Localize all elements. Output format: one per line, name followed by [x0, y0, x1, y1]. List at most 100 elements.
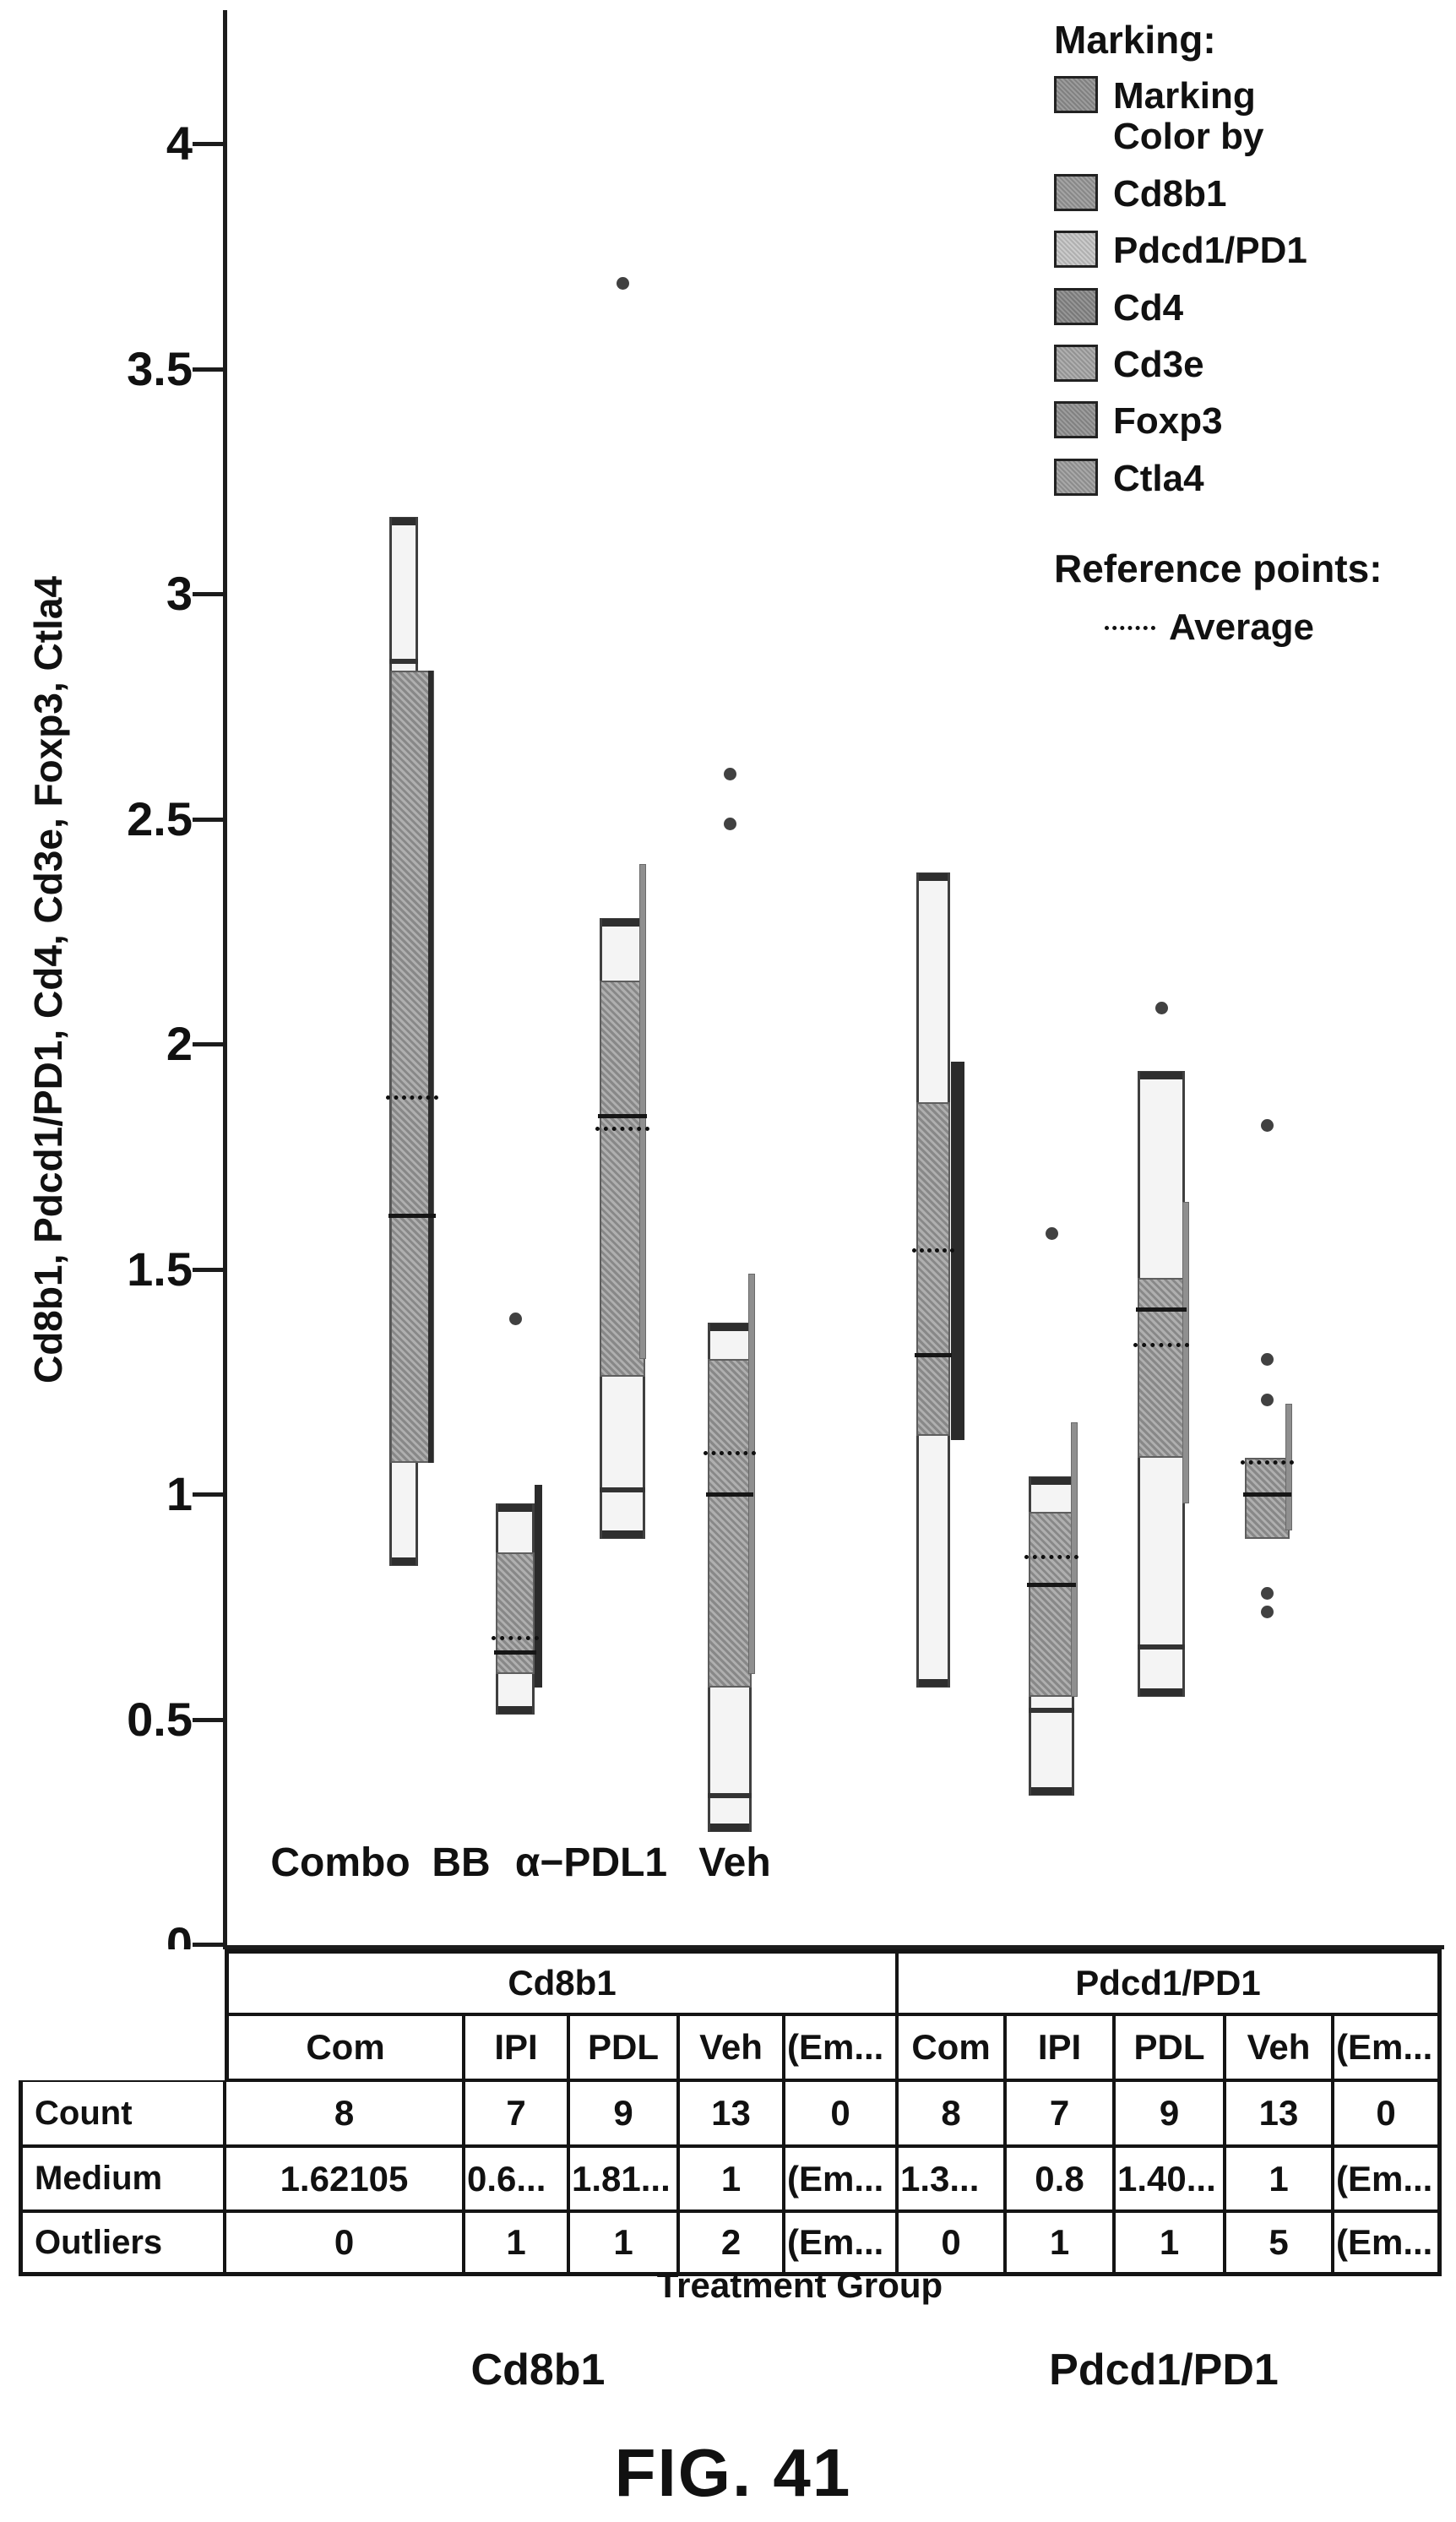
table-column-header: (Em...: [784, 2014, 897, 2080]
panel-label: Pdcd1/PD1: [1049, 2345, 1279, 2394]
treatment-label: BB: [432, 1840, 491, 1885]
box-average-line: [1133, 1343, 1189, 1347]
table-value-cell: 8: [225, 2080, 464, 2146]
table-value-cell: 9: [1114, 2080, 1225, 2146]
legend-item-label: Cd3e: [1113, 343, 1204, 385]
legend-swatch-icon: [1054, 458, 1098, 496]
legend-item: Ctla4: [1054, 458, 1426, 499]
table-value-cell: 0: [897, 2211, 1005, 2276]
table-value-cell: (Em...: [1333, 2146, 1442, 2211]
table-row-label: Medium: [19, 2146, 225, 2211]
box-iqr: [1029, 1512, 1074, 1697]
y-tick-label: 2: [166, 1017, 193, 1070]
box-marked-bar: [428, 671, 433, 1463]
table-value-cell: 7: [464, 2080, 568, 2146]
outlier-dot: [1155, 1002, 1168, 1014]
box-section-line: [708, 1793, 752, 1798]
table-row-label: Count: [19, 2080, 225, 2146]
box-iqr: [708, 1359, 752, 1688]
y-tick-label: 3.5: [127, 342, 193, 395]
table-value-cell: (Em...: [1333, 2211, 1442, 2276]
box-median-line: [388, 1214, 436, 1218]
y-tick-label: 1.5: [127, 1242, 193, 1296]
reference-average-row: Average: [1105, 606, 1426, 649]
table-column-header: Com: [897, 2014, 1005, 2080]
box-median-line: [494, 1650, 536, 1655]
table-value-cell: 9: [568, 2080, 678, 2146]
legend-title: Marking:: [1054, 18, 1216, 62]
table-value-cell: 0: [225, 2211, 464, 2276]
outlier-dot: [1261, 1606, 1274, 1618]
reference-average-label: Average: [1169, 606, 1315, 649]
table-value-cell: 1: [1114, 2211, 1225, 2276]
table-value-cell: 0: [1333, 2080, 1442, 2146]
outlier-dot: [1046, 1227, 1058, 1240]
box-whisker: [1285, 1404, 1292, 1530]
box-cap-top: [1140, 1072, 1182, 1079]
box-marked-bar: [535, 1485, 542, 1688]
y-tick-label: 3: [166, 567, 193, 620]
legend-item: Foxp3: [1054, 400, 1426, 443]
box-cap-top: [602, 919, 643, 927]
table-column-header: IPI: [1005, 2014, 1114, 2080]
box-section-line: [389, 659, 418, 664]
legend-item: Cd8b1: [1054, 172, 1426, 215]
box-cap-top: [710, 1324, 749, 1331]
y-tick-mark: [193, 818, 225, 822]
summary-table: Cd8b1 Pdcd1/PD1 Com IPI PDL Veh (Em... Com IPI PD…: [19, 1949, 1442, 2276]
legend-item: Cd3e: [1054, 343, 1426, 385]
legend-item: Marking Color by: [1054, 75, 1426, 158]
treatment-label: Veh: [698, 1840, 771, 1885]
box-average-line: [595, 1127, 649, 1131]
box-cap-bottom: [1140, 1688, 1182, 1696]
box-whisker: [748, 1274, 755, 1674]
y-tick-mark: [193, 1492, 225, 1497]
box-median-line: [706, 1492, 753, 1497]
legend-item-label: Foxp3: [1113, 400, 1223, 443]
average-dotted-line-icon: [1105, 625, 1155, 630]
y-tick-mark: [193, 1943, 225, 1947]
table-value-cell: 1: [1005, 2211, 1114, 2276]
table-value-cell: 13: [678, 2080, 784, 2146]
y-tick-label: 2.5: [127, 792, 193, 845]
table-value-cell: (Em...: [784, 2211, 897, 2276]
legend-item-label: Marking Color by: [1113, 75, 1264, 158]
box-median-line: [1242, 1492, 1291, 1497]
y-axis-line: [223, 10, 227, 1949]
table-value-cell: 1: [568, 2211, 678, 2276]
y-tick-mark: [193, 1718, 225, 1722]
box-whisker: [1071, 1422, 1078, 1697]
y-tick-label: 4: [166, 117, 193, 170]
box-cap-bottom: [602, 1530, 643, 1538]
table-column-header: IPI: [464, 2014, 568, 2080]
x-axis-line: [223, 1945, 1444, 1949]
table-group-header: Cd8b1: [225, 1949, 897, 2014]
box-cap-top: [1031, 1477, 1072, 1485]
legend-item-label: Pdcd1/PD1: [1113, 230, 1307, 272]
legend-swatch-icon: [1054, 401, 1098, 439]
outlier-dot: [617, 277, 629, 290]
box-average-line: [386, 1095, 438, 1100]
legend-item-label: Cd8b1: [1113, 172, 1227, 215]
table-value-cell: 8: [897, 2080, 1005, 2146]
table-value-cell: 1: [1225, 2146, 1333, 2211]
box-whisker: [1182, 1202, 1189, 1503]
y-tick-mark: [193, 367, 225, 372]
box-cap-top: [919, 873, 948, 881]
table-cell: [19, 1949, 225, 2014]
box-iqr: [1244, 1458, 1290, 1539]
y-axis-title: Cd8b1, Pdcd1/PD1, Cd4, Cd3e, Foxp3, Ctla…: [26, 575, 70, 1384]
outlier-dot: [724, 768, 736, 780]
table-value-cell: 1.40...: [1114, 2146, 1225, 2211]
outlier-dot: [1261, 1587, 1274, 1600]
y-tick-mark: [193, 1042, 225, 1046]
table-value-cell: 13: [1225, 2080, 1333, 2146]
table-column-header: Com: [225, 2014, 464, 2080]
box-section-line: [1138, 1644, 1185, 1650]
box-iqr: [496, 1552, 535, 1674]
box-marked-bar: [951, 1062, 964, 1440]
table-value-cell: 1: [678, 2146, 784, 2211]
table-column-header: Veh: [1225, 2014, 1333, 2080]
box-average-line: [1240, 1460, 1294, 1465]
legend: Marking: Marking Color by Cd8b1 Pdcd1/PD1 Cd…: [1054, 17, 1426, 649]
